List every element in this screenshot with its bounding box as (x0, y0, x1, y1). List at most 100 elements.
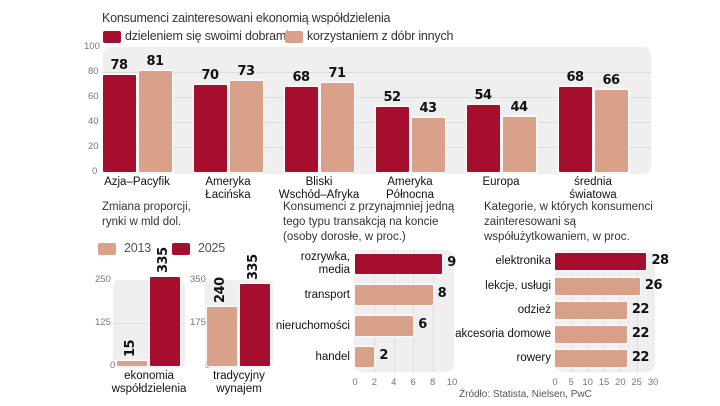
bar-light (502, 117, 536, 172)
category-label-line: akcesoria domowe (455, 328, 551, 340)
data-label: 26 (644, 277, 663, 293)
source-note: Źródło: Statista, Nielsen, PwC (459, 389, 592, 400)
data-label: 81 (146, 53, 164, 69)
category-label-line: współdzielenia (111, 383, 187, 395)
data-label: 22 (631, 325, 650, 341)
category-label-line: transport (304, 288, 350, 301)
gridline (113, 323, 185, 324)
category-label-line: tradycyjny (213, 370, 265, 382)
category-label-line: Wschód–Afryka (278, 189, 360, 201)
category-label-line: Północna (386, 189, 434, 201)
data-label: 71 (328, 66, 346, 82)
bar-dark (558, 87, 592, 172)
market-chart-title-line2: rynki w mld dol. (102, 216, 182, 228)
category-label: nieruchomości (200, 320, 350, 333)
data-label: 15 (123, 339, 138, 357)
legend-swatch-2025 (172, 243, 190, 255)
category-label: rowery (401, 352, 551, 365)
category-label-line: Ameryka (205, 176, 251, 188)
bar-dark (284, 87, 318, 172)
hbar (355, 316, 414, 336)
bar-light (229, 80, 263, 172)
y-tick-label: 250 (95, 274, 111, 285)
category-label: rozrywka, media (200, 251, 350, 277)
gridline (103, 97, 651, 98)
hbar (555, 350, 627, 367)
categories-title-line2: zainteresowani są (484, 216, 577, 228)
x-tick-label: 4 (391, 377, 397, 388)
data-label: 22 (631, 349, 650, 365)
category-label: Ameryka Łacińska (168, 176, 288, 202)
market-chart-title-line1: Zmiana proporcji, (102, 201, 191, 213)
category-label: średnia światowa (533, 176, 653, 202)
gridline (374, 250, 376, 372)
x-tick-label: 10 (446, 377, 458, 388)
bar-light (320, 83, 354, 172)
y-tick-label: 100 (84, 41, 100, 52)
data-label: 73 (237, 63, 255, 79)
category-label: Ameryka Północna (350, 176, 470, 202)
data-label: 6 (418, 317, 427, 332)
category-label: tradycyjny wynajem (184, 370, 294, 396)
category-label: akcesoria domowe (401, 328, 551, 341)
gridline (205, 323, 273, 324)
gridline (103, 72, 651, 73)
y-tick-label: 175 (190, 317, 206, 328)
y-tick-label: 0 (110, 360, 116, 371)
legend-swatch-light (285, 31, 303, 43)
legend-label-light: korzystaniem z dóbr innych (307, 29, 454, 43)
category-label-line: Europa (482, 176, 520, 188)
bar-dark (375, 107, 409, 172)
category-label-line: elektronika (495, 255, 551, 267)
x-tick-label: 2 (371, 377, 378, 388)
category-label-line: Azja–Pacyfik (104, 176, 170, 188)
hbar (355, 347, 375, 367)
hbar (555, 326, 627, 343)
data-label: 22 (631, 301, 650, 317)
x-tick-label: 5 (568, 377, 574, 388)
category-label-line: odzież (517, 304, 551, 316)
category-label-line: Łacińska (205, 189, 251, 201)
bar-2025 (240, 283, 270, 366)
data-label: 43 (419, 101, 437, 117)
legend-label-2013: 2013 (124, 241, 152, 255)
category-label-line: rowery (516, 352, 551, 364)
category-label: handel (200, 351, 350, 364)
category-label-line: światowa (569, 189, 617, 201)
transactions-title-line2: tego typu transakcją na koncie (283, 216, 439, 228)
data-label: 9 (447, 255, 456, 270)
bar-2013 (117, 360, 147, 366)
y-tick-label: 350 (190, 274, 206, 285)
category-label: ekonomia współdzielenia (94, 370, 204, 396)
transactions-title-line1: Konsumenci z przynajmniej jedną (283, 201, 455, 213)
data-label: 68 (566, 70, 584, 85)
category-label-line: rozrywka, (300, 251, 350, 263)
category-label-line: media (318, 264, 350, 276)
data-label: 335 (156, 247, 171, 273)
x-tick-label: 15 (598, 377, 610, 388)
hbar (355, 285, 433, 305)
category-label-line: wynajem (216, 383, 262, 395)
data-label: 8 (437, 286, 447, 301)
category-label-line: lekcje, usługi (485, 280, 551, 292)
category-label: Bliski Wschód–Afryka (259, 176, 379, 202)
x-tick-label: 0 (352, 377, 358, 388)
category-label: lekcje, usługi (401, 280, 551, 293)
y-tick-label: 80 (88, 66, 99, 77)
x-tick-label: 20 (615, 377, 626, 388)
legend-label-2025: 2025 (198, 241, 226, 255)
bar-light (138, 70, 172, 172)
bar-dark (102, 74, 136, 172)
category-label-line: Ameryka (387, 176, 433, 188)
x-tick-label: 6 (410, 377, 416, 388)
data-label: 78 (110, 57, 128, 73)
data-label: 2 (379, 348, 388, 363)
data-label: 68 (292, 70, 310, 85)
y-tick-label: 20 (88, 141, 99, 152)
bar-2013 (207, 307, 237, 366)
categories-title-line1: Kategorie, w których konsumenci (484, 201, 653, 213)
category-label-line: handel (315, 350, 350, 363)
bar-light (411, 118, 445, 172)
data-label: 70 (201, 67, 219, 83)
data-label: 54 (474, 87, 492, 103)
